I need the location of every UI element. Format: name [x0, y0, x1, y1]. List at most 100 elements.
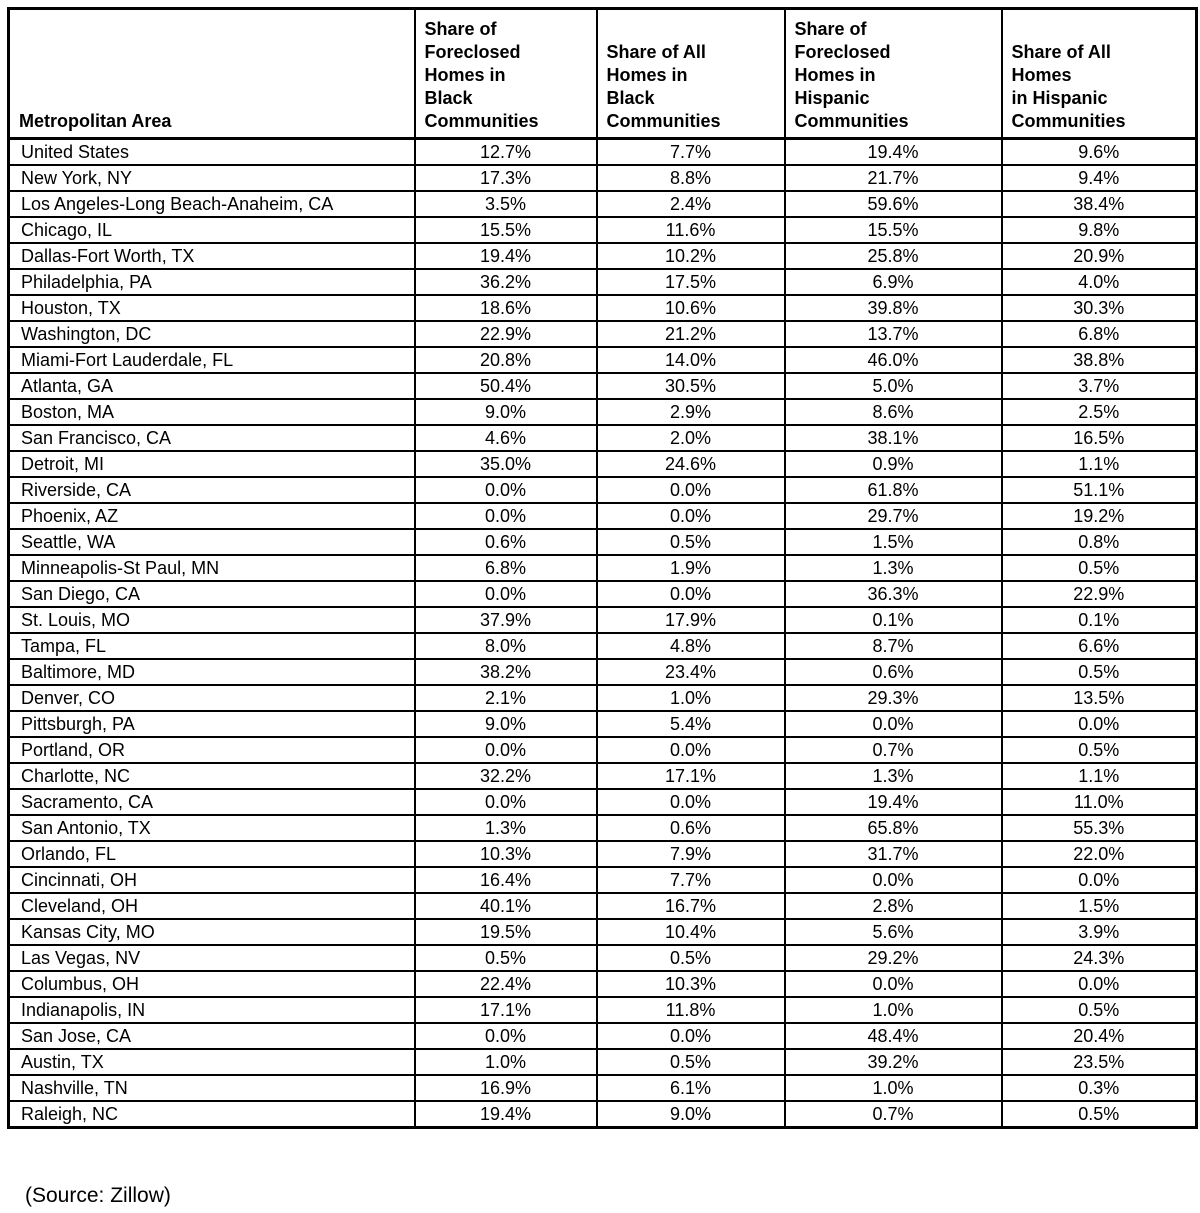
- table-row: Chicago, IL 15.5% 11.6% 15.5% 9.8%: [7, 216, 1198, 244]
- value-cell: 1.1%: [1000, 762, 1198, 790]
- metro-area-cell: Denver, CO: [7, 684, 416, 712]
- table-row: Kansas City, MO 19.5% 10.4% 5.6% 3.9%: [7, 918, 1198, 946]
- table-row: Baltimore, MD 38.2% 23.4% 0.6% 0.5%: [7, 658, 1198, 686]
- value-cell: 4.6%: [413, 424, 598, 452]
- value-cell: 22.0%: [1000, 840, 1198, 868]
- value-cell: 0.0%: [1000, 710, 1198, 738]
- value-cell: 38.1%: [783, 424, 1003, 452]
- value-cell: 13.5%: [1000, 684, 1198, 712]
- metro-area-cell: Los Angeles-Long Beach-Anaheim, CA: [7, 190, 416, 218]
- value-cell: 1.5%: [1000, 892, 1198, 920]
- value-cell: 0.0%: [783, 970, 1003, 998]
- value-cell: 24.6%: [595, 450, 786, 478]
- value-cell: 0.1%: [1000, 606, 1198, 634]
- table-row: Charlotte, NC 32.2% 17.1% 1.3% 1.1%: [7, 762, 1198, 790]
- value-cell: 8.8%: [595, 164, 786, 192]
- value-cell: 3.5%: [413, 190, 598, 218]
- value-cell: 6.9%: [783, 268, 1003, 296]
- table-row: Atlanta, GA 50.4% 30.5% 5.0% 3.7%: [7, 372, 1198, 400]
- metro-area-cell: Detroit, MI: [7, 450, 416, 478]
- value-cell: 4.0%: [1000, 268, 1198, 296]
- metro-area-cell: Cleveland, OH: [7, 892, 416, 920]
- metro-area-cell: Las Vegas, NV: [7, 944, 416, 972]
- value-cell: 32.2%: [413, 762, 598, 790]
- value-cell: 14.0%: [595, 346, 786, 374]
- value-cell: 0.6%: [413, 528, 598, 556]
- foreclosure-share-table: Metropolitan Area Share of Foreclosed Ho…: [7, 7, 1198, 1129]
- metro-area-cell: Philadelphia, PA: [7, 268, 416, 296]
- value-cell: 24.3%: [1000, 944, 1198, 972]
- value-cell: 1.0%: [783, 996, 1003, 1024]
- table-row: Raleigh, NC 19.4% 9.0% 0.7% 0.5%: [7, 1100, 1198, 1129]
- value-cell: 0.0%: [595, 580, 786, 608]
- value-cell: 10.3%: [595, 970, 786, 998]
- value-cell: 0.0%: [783, 710, 1003, 738]
- table-row: Denver, CO 2.1% 1.0% 29.3% 13.5%: [7, 684, 1198, 712]
- value-cell: 39.8%: [783, 294, 1003, 322]
- value-cell: 19.5%: [413, 918, 598, 946]
- value-cell: 1.1%: [1000, 450, 1198, 478]
- metro-area-cell: San Francisco, CA: [7, 424, 416, 452]
- metro-area-cell: Atlanta, GA: [7, 372, 416, 400]
- column-header-all-hispanic: Share of All Homes in Hispanic Communiti…: [1000, 7, 1198, 140]
- value-cell: 36.2%: [413, 268, 598, 296]
- table-row: Cleveland, OH 40.1% 16.7% 2.8% 1.5%: [7, 892, 1198, 920]
- table-row: Orlando, FL 10.3% 7.9% 31.7% 22.0%: [7, 840, 1198, 868]
- table-row: San Jose, CA 0.0% 0.0% 48.4% 20.4%: [7, 1022, 1198, 1050]
- table-row: Boston, MA 9.0% 2.9% 8.6% 2.5%: [7, 398, 1198, 426]
- value-cell: 0.7%: [783, 1100, 1003, 1129]
- column-header-metro-area: Metropolitan Area: [7, 7, 416, 140]
- value-cell: 0.0%: [783, 866, 1003, 894]
- value-cell: 6.6%: [1000, 632, 1198, 660]
- value-cell: 17.9%: [595, 606, 786, 634]
- value-cell: 15.5%: [413, 216, 598, 244]
- metro-area-cell: Sacramento, CA: [7, 788, 416, 816]
- value-cell: 38.8%: [1000, 346, 1198, 374]
- value-cell: 25.8%: [783, 242, 1003, 270]
- value-cell: 36.3%: [783, 580, 1003, 608]
- value-cell: 16.4%: [413, 866, 598, 894]
- table-row: San Antonio, TX 1.3% 0.6% 65.8% 55.3%: [7, 814, 1198, 842]
- value-cell: 0.0%: [595, 1022, 786, 1050]
- value-cell: 22.9%: [413, 320, 598, 348]
- metro-area-cell: Portland, OR: [7, 736, 416, 764]
- value-cell: 0.5%: [595, 528, 786, 556]
- value-cell: 30.3%: [1000, 294, 1198, 322]
- table-row: San Francisco, CA 4.6% 2.0% 38.1% 16.5%: [7, 424, 1198, 452]
- value-cell: 0.6%: [783, 658, 1003, 686]
- value-cell: 9.0%: [413, 710, 598, 738]
- value-cell: 55.3%: [1000, 814, 1198, 842]
- table-row: Phoenix, AZ 0.0% 0.0% 29.7% 19.2%: [7, 502, 1198, 530]
- table-row: Los Angeles-Long Beach-Anaheim, CA 3.5% 2.…: [7, 190, 1198, 218]
- value-cell: 29.7%: [783, 502, 1003, 530]
- value-cell: 0.0%: [413, 502, 598, 530]
- value-cell: 29.3%: [783, 684, 1003, 712]
- table-row: Riverside, CA 0.0% 0.0% 61.8% 51.1%: [7, 476, 1198, 504]
- metro-area-cell: Washington, DC: [7, 320, 416, 348]
- value-cell: 11.8%: [595, 996, 786, 1024]
- value-cell: 0.0%: [595, 476, 786, 504]
- metro-area-cell: Dallas-Fort Worth, TX: [7, 242, 416, 270]
- value-cell: 0.8%: [1000, 528, 1198, 556]
- metro-area-cell: Cincinnati, OH: [7, 866, 416, 894]
- metro-area-cell: San Diego, CA: [7, 580, 416, 608]
- value-cell: 8.0%: [413, 632, 598, 660]
- value-cell: 19.4%: [413, 242, 598, 270]
- value-cell: 8.7%: [783, 632, 1003, 660]
- value-cell: 38.2%: [413, 658, 598, 686]
- table-row: New York, NY 17.3% 8.8% 21.7% 9.4%: [7, 164, 1198, 192]
- value-cell: 1.0%: [595, 684, 786, 712]
- value-cell: 2.9%: [595, 398, 786, 426]
- metro-area-cell: Seattle, WA: [7, 528, 416, 556]
- table-row: Portland, OR 0.0% 0.0% 0.7% 0.5%: [7, 736, 1198, 764]
- metro-area-cell: Columbus, OH: [7, 970, 416, 998]
- value-cell: 50.4%: [413, 372, 598, 400]
- value-cell: 0.5%: [1000, 554, 1198, 582]
- value-cell: 9.0%: [413, 398, 598, 426]
- value-cell: 48.4%: [783, 1022, 1003, 1050]
- metro-area-cell: Orlando, FL: [7, 840, 416, 868]
- value-cell: 59.6%: [783, 190, 1003, 218]
- metro-area-cell: San Antonio, TX: [7, 814, 416, 842]
- value-cell: 21.7%: [783, 164, 1003, 192]
